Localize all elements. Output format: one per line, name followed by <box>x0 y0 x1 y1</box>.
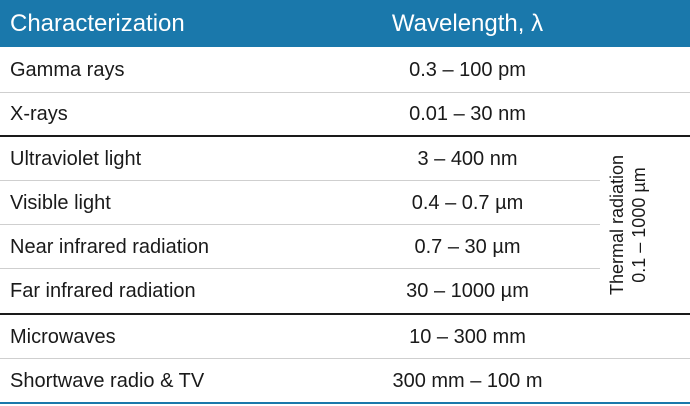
row-wavelength: 0.7 – 30 µm <box>414 236 521 258</box>
row-characterization: Visible light <box>10 192 111 214</box>
row-characterization: Gamma rays <box>10 59 125 81</box>
thermal-radiation-range: 0.1 – 1000 µm <box>628 167 649 283</box>
thermal-radiation-title: Thermal radiation <box>606 154 627 296</box>
row-characterization: Shortwave radio & TV <box>10 370 205 392</box>
row-divider <box>0 268 600 269</box>
row-characterization: Ultraviolet light <box>10 148 142 170</box>
row-divider <box>0 224 600 225</box>
group-divider <box>0 313 690 315</box>
row-divider <box>0 358 690 359</box>
table-row: Ultraviolet light 3 – 400 nm <box>0 137 690 181</box>
row-characterization: Far infrared radiation <box>10 280 196 302</box>
group-divider <box>0 135 690 137</box>
row-characterization: Near infrared radiation <box>10 236 209 258</box>
table-row: Shortwave radio & TV 300 mm – 100 m <box>0 359 690 403</box>
table-row: Visible light 0.4 – 0.7 µm <box>0 181 690 225</box>
row-wavelength: 30 – 1000 µm <box>406 280 529 302</box>
table-row: X-rays 0.01 – 30 nm <box>0 92 690 136</box>
table-header: Characterization Wavelength, λ <box>0 0 690 47</box>
row-characterization: X-rays <box>10 103 68 125</box>
header-wavelength: Wavelength, λ <box>391 10 544 37</box>
table-bottom-border <box>0 402 690 404</box>
table-row: Microwaves 10 – 300 mm <box>0 315 690 359</box>
thermal-radiation-label: Thermal radiation 0.1 – 1000 µm <box>600 136 655 314</box>
row-wavelength: 0.3 – 100 pm <box>409 59 526 81</box>
row-divider <box>0 92 690 93</box>
table-row: Far infrared radiation 30 – 1000 µm <box>0 269 690 313</box>
row-wavelength: 300 mm – 100 m <box>392 370 543 392</box>
row-characterization: Microwaves <box>10 326 116 348</box>
table-row: Gamma rays 0.3 – 100 pm <box>0 48 690 92</box>
row-wavelength: 3 – 400 nm <box>417 148 518 170</box>
row-wavelength: 0.4 – 0.7 µm <box>411 192 524 214</box>
header-characterization: Characterization <box>10 10 185 37</box>
row-wavelength: 10 – 300 mm <box>409 326 526 348</box>
row-wavelength: 0.01 – 30 nm <box>409 103 526 125</box>
table-row: Near infrared radiation 0.7 – 30 µm <box>0 225 690 269</box>
row-divider <box>0 180 600 181</box>
